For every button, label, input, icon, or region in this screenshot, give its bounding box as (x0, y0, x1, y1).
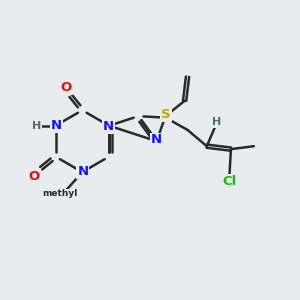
Text: N: N (151, 134, 162, 146)
Text: O: O (61, 81, 72, 94)
Text: N: N (103, 120, 114, 134)
Text: H: H (32, 121, 41, 131)
Text: N: N (50, 119, 62, 132)
Text: methyl: methyl (42, 189, 77, 198)
Text: H: H (212, 117, 221, 127)
Text: S: S (161, 108, 171, 121)
Text: O: O (29, 169, 40, 183)
Text: N: N (77, 165, 88, 178)
Text: Cl: Cl (222, 175, 237, 188)
